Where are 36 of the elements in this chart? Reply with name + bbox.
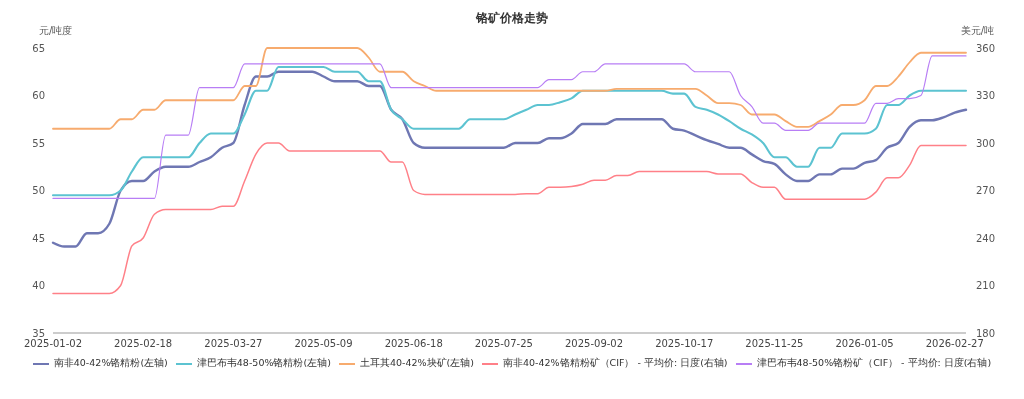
y2-axis-title: 美元/吨 [960, 25, 994, 36]
x-tick-label: 2025-06-18 [384, 338, 443, 349]
y2-tick-label: 300 [976, 137, 996, 149]
y2-tick-label: 180 [976, 327, 996, 339]
x-tick-label: 2026-02-27 [925, 338, 984, 349]
legend-label: 南非40-42%铬精粉矿（CIF） - 平均价: 日度(右轴) [502, 357, 728, 370]
x-tick-label: 2025-11-25 [745, 338, 804, 349]
y2-tick-label: 210 [976, 280, 996, 291]
x-tick-label: 2025-07-25 [474, 338, 533, 349]
legend-label: 津巴布韦48-50%铬粉矿（CIF） - 平均价: 日度(右轴) [756, 357, 992, 370]
y2-tick-label: 240 [976, 232, 996, 244]
y-tick-label: 65 [32, 42, 45, 54]
y-axis-title: 元/吨度 [39, 25, 73, 36]
x-tick-label: 2025-03-27 [204, 338, 263, 349]
y-tick-label: 60 [32, 90, 45, 101]
x-tick-label: 2025-01-02 [23, 338, 83, 349]
legend-label: 津巴布韦48-50%铬精粉(左轴) [196, 357, 331, 370]
y-tick-label: 40 [32, 280, 45, 291]
y-tick-label: 45 [32, 232, 45, 244]
y2-tick-label: 330 [976, 90, 996, 101]
legend-label: 南非40-42%铬精粉(左轴) [53, 357, 168, 370]
y2-tick-label: 360 [976, 42, 996, 54]
y-tick-label: 35 [32, 327, 45, 339]
line-series [51, 70, 968, 248]
y2-tick-label: 270 [976, 185, 996, 196]
y-tick-label: 55 [32, 137, 45, 149]
y-tick-label: 50 [32, 185, 45, 196]
x-tick-label: 2025-10-17 [655, 338, 714, 349]
x-tick-label: 2025-02-18 [114, 338, 173, 349]
line-series [52, 47, 967, 130]
chart-title: 铬矿价格走势 [475, 11, 548, 25]
line-series [52, 142, 967, 295]
legend-label: 土耳其40-42%块矿(左轴) [359, 357, 474, 370]
x-tick-label: 2025-09-02 [564, 338, 624, 349]
x-tick-label: 2025-05-09 [294, 338, 353, 349]
x-tick-label: 2026-01-05 [835, 338, 894, 349]
